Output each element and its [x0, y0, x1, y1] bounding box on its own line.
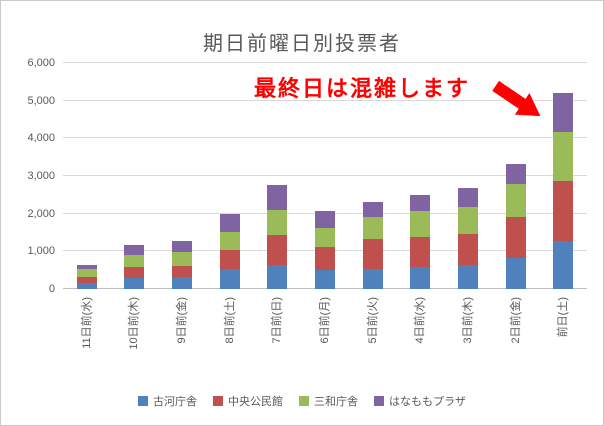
bar-segment — [267, 234, 288, 265]
legend-label: 三和庁舎 — [314, 396, 358, 408]
legend-marker-icon — [138, 396, 148, 406]
legend-label: 古河庁舎 — [153, 396, 197, 408]
bar-segment — [76, 282, 97, 289]
bar-segment — [362, 269, 383, 289]
bar-segment — [124, 267, 145, 279]
bar-segment — [362, 202, 383, 217]
y-axis-label: 3,000 — [27, 170, 55, 182]
bar-segment — [219, 269, 240, 289]
legend-label: はなももプラザ — [389, 396, 466, 408]
plot-area — [63, 62, 587, 289]
bar-segment — [219, 213, 240, 232]
bar-segment — [267, 209, 288, 235]
bar-segment — [457, 233, 478, 265]
bar-segment — [457, 207, 478, 234]
bar-segment — [553, 93, 574, 132]
gridline — [63, 137, 587, 139]
bar-segment — [315, 228, 335, 248]
bar-segment — [315, 247, 335, 270]
legend: 古河庁舎 中央公民館 三和庁舎 はなももプラザ — [1, 393, 603, 409]
legend-label: 中央公民館 — [228, 396, 283, 408]
bar-segment — [267, 185, 288, 210]
legend-item: 古河庁舎 — [138, 393, 197, 409]
bar-segment — [410, 237, 431, 267]
bar-segment — [553, 241, 574, 289]
bar-segment — [172, 276, 193, 289]
legend-marker-icon — [299, 396, 309, 406]
x-axis-label: 3日前(木) — [461, 297, 474, 344]
x-axis-label: 10日前(木) — [128, 297, 141, 350]
bar-segment — [410, 266, 431, 289]
bar-segment — [219, 231, 240, 250]
y-axis-label: 5,000 — [27, 94, 55, 107]
bar-segment — [457, 264, 478, 289]
y-axis-label: 6,000 — [27, 57, 55, 69]
gridline — [63, 62, 587, 63]
legend-item: 三和庁舎 — [299, 393, 358, 409]
bar-segment — [457, 188, 478, 208]
bar-segment — [76, 269, 97, 278]
bar-segment — [362, 239, 383, 270]
bar-segment — [219, 249, 240, 270]
bar-segment — [315, 211, 335, 228]
bar-segment — [410, 211, 431, 238]
legend-marker-icon — [213, 396, 223, 406]
legend-item: 中央公民館 — [213, 393, 283, 409]
gridline — [63, 99, 587, 101]
bar-segment — [124, 255, 145, 268]
bar-segment — [172, 266, 193, 277]
bar-segment — [76, 277, 97, 283]
x-axis-label: 8日前(土) — [223, 297, 236, 344]
x-axis-label: 前日(土) — [557, 297, 570, 338]
bar-segment — [505, 163, 526, 185]
x-axis-label: 6日前(月) — [319, 297, 331, 344]
y-axis-label: 1,000 — [27, 245, 55, 258]
bar-segment — [124, 278, 145, 289]
bar-segment — [315, 269, 335, 289]
bar-segment — [362, 216, 383, 240]
y-axis-label: 0 — [48, 283, 55, 295]
x-axis-label: 11日前(水) — [80, 297, 93, 349]
x-axis-label: 5日前(火) — [366, 297, 379, 344]
bar-segment — [76, 264, 97, 270]
bar-segment — [505, 184, 526, 217]
x-axis-label: 2日前(金) — [509, 297, 522, 344]
bar-segment — [505, 216, 526, 258]
bar-segment — [553, 180, 574, 242]
x-axis-label: 9日前(金) — [176, 297, 189, 344]
y-axis-label: 2,000 — [27, 207, 55, 220]
gridline — [63, 175, 587, 176]
arrow-icon — [492, 80, 541, 117]
bar-segment — [267, 264, 288, 289]
y-axis-label: 4,000 — [27, 132, 55, 145]
x-axis-label: 7日前(日) — [271, 297, 284, 344]
x-axis-label: 4日前(水) — [414, 297, 427, 344]
bar-segment — [124, 245, 145, 256]
legend-item: はなももプラザ — [374, 393, 466, 409]
annotation-text: 最終日は混雑します — [254, 76, 471, 101]
bar-segment — [553, 131, 574, 181]
legend-marker-icon — [374, 396, 384, 406]
chart-title: 期日前曜日別投票者 — [203, 33, 401, 55]
bar-segment — [172, 252, 193, 267]
bar-segment — [505, 257, 526, 289]
bar-segment — [410, 194, 431, 212]
bar-segment — [172, 240, 193, 253]
